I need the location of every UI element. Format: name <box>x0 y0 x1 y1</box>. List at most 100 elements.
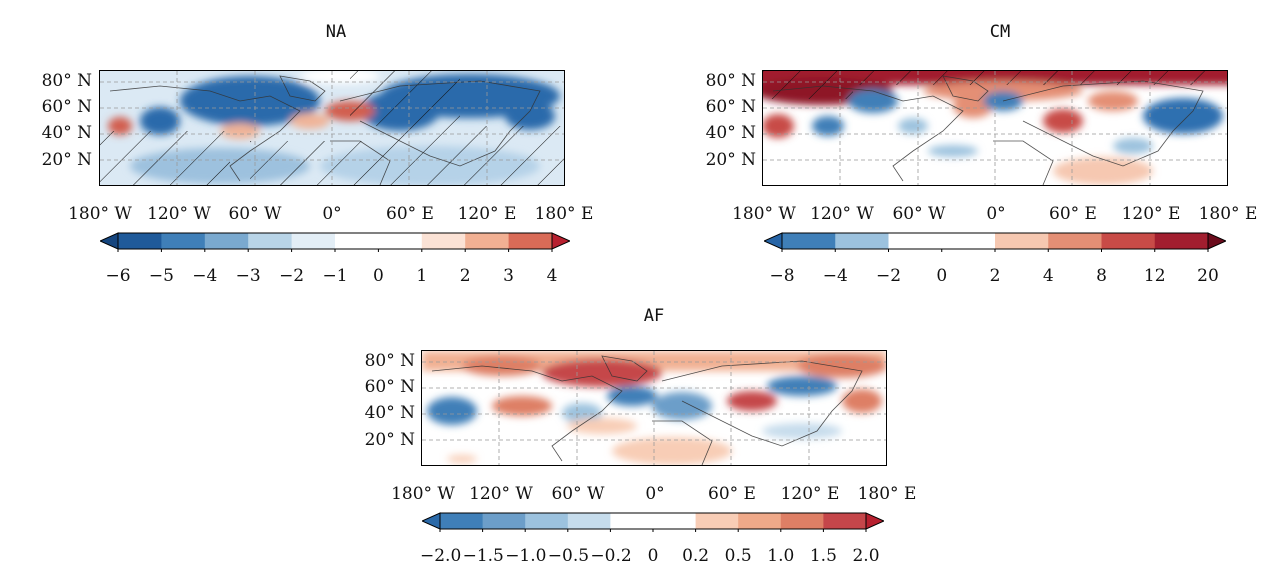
lat-label: 60° N <box>705 97 756 117</box>
colorbar-tick-label: 0 <box>372 266 384 286</box>
lat-label: 40° N <box>364 403 415 423</box>
colorbar-segment <box>378 233 423 249</box>
colorbar-cm <box>764 232 1226 252</box>
colorbar-tick-label: 20 <box>1197 266 1219 286</box>
lat-label: 80° N <box>41 71 92 91</box>
colorbar-segment <box>780 513 824 529</box>
colorbar-tick-label: 1.5 <box>809 546 837 566</box>
panel-title: AF <box>643 306 665 326</box>
lon-label: 120° W <box>147 204 211 224</box>
colorbar-tick-label: −4 <box>192 266 218 286</box>
colorbar-segment <box>118 233 162 249</box>
colorbar-tick-label: −1.5 <box>462 546 504 566</box>
colorbar-tick-label: −1.0 <box>505 546 547 566</box>
colorbar-segment <box>421 233 466 249</box>
colorbar-tick-label: 2 <box>459 266 471 286</box>
colorbar-tick-label: −1 <box>322 266 348 286</box>
lon-label: 180° W <box>68 204 132 224</box>
colorbar-segment <box>508 233 553 249</box>
lon-label: 180° E <box>857 484 917 504</box>
colorbar-ticklabels: −6 −5 −4 −3 −2 −1 0 1 2 3 4 <box>0 266 640 288</box>
colorbar-segment <box>835 233 889 249</box>
colorbar-segment <box>248 233 293 249</box>
colorbar-segment <box>995 233 1049 249</box>
panel-na: NA 80° N 60° N 40° N 20° N <box>0 0 640 300</box>
lon-label: 120° E <box>780 484 840 504</box>
colorbar-tick-label: −8 <box>769 266 795 286</box>
colorbar-tick-label: 1.0 <box>767 546 795 566</box>
colorbar-ticklabels: −8 −4 −2 0 2 4 8 12 20 <box>0 266 1273 288</box>
lon-label: 60° W <box>892 204 946 224</box>
colorbar-tick-label: −2 <box>279 266 305 286</box>
colorbar-segment <box>695 513 739 529</box>
colorbar-tick-label: −2.0 <box>420 546 462 566</box>
colorbar-tick-label: 0 <box>647 546 659 566</box>
colorbar-segment <box>204 233 249 249</box>
colorbar-segment <box>653 513 697 529</box>
colorbar-segment <box>335 233 379 249</box>
colorbar-segment <box>525 513 569 529</box>
colorbar-tick-label: −6 <box>105 266 131 286</box>
panel-cm: CM 80° N 60° N 40° N 20° N <box>0 22 1273 288</box>
colorbar-segment <box>1154 233 1209 249</box>
lat-label: 20° N <box>41 150 92 170</box>
map-cm <box>762 70 1228 186</box>
colorbar-tick-label: 1 <box>416 266 428 286</box>
colorbar-segment <box>440 513 484 529</box>
colorbar-segment <box>567 513 611 529</box>
lat-label: 40° N <box>705 123 756 143</box>
colorbar-tick-label: 0.2 <box>682 546 710 566</box>
colorbar-tick-label: −4 <box>822 266 848 286</box>
colorbar-tick-label: 12 <box>1143 266 1166 286</box>
lon-label: 60° E <box>708 484 756 504</box>
lat-label: 20° N <box>705 150 756 170</box>
colorbar-tick-label: 0 <box>936 266 948 286</box>
colorbar-segment <box>888 233 943 249</box>
lon-label: 60° E <box>386 204 434 224</box>
lon-label: 0° <box>645 484 665 504</box>
lon-label: 180° W <box>391 484 455 504</box>
colorbar-segment <box>1101 233 1156 249</box>
colorbar-tick-label: −5 <box>148 266 174 286</box>
colorbar-tick-label: 2.0 <box>852 546 880 566</box>
colorbar-tick-label: 0.5 <box>724 546 752 566</box>
colorbar-segment <box>610 513 654 529</box>
colorbar-tick-label: 8 <box>1096 266 1107 286</box>
colorbar-segment <box>465 233 510 249</box>
lon-label: 120° E <box>457 204 517 224</box>
lon-label: 0° <box>986 204 1006 224</box>
colorbar-segment <box>738 513 782 529</box>
colorbar-tick-label: −0.5 <box>547 546 590 566</box>
lat-label: 80° N <box>364 351 415 371</box>
lat-label: 60° N <box>41 97 92 117</box>
map-af <box>421 350 887 466</box>
panel-title: CM <box>989 22 1011 42</box>
colorbar-segment <box>782 233 836 249</box>
colorbar-na <box>100 232 570 252</box>
colorbar-segment <box>823 513 867 529</box>
lon-label: 120° W <box>469 484 533 504</box>
colorbar-extend-high <box>865 512 884 530</box>
lat-label: 80° N <box>705 71 756 91</box>
lon-label: 60° W <box>228 204 282 224</box>
lon-label: 180° E <box>1198 204 1258 224</box>
panel-title: NA <box>325 22 347 42</box>
lat-label: 20° N <box>364 430 415 450</box>
colorbar-segment <box>161 233 206 249</box>
colorbar-af <box>422 512 884 532</box>
colorbar-tick-label: −3 <box>235 266 261 286</box>
colorbar-tick-label: 2 <box>989 266 1001 286</box>
lon-label: 60° W <box>551 484 605 504</box>
colorbar-tick-label: 4 <box>546 266 558 286</box>
colorbar-tick-label: 3 <box>503 266 514 286</box>
colorbar-segment <box>1048 233 1102 249</box>
colorbar-ticklabels: −2.0 −1.5 −1.0 −0.5 −0.2 0 0.2 0.5 1.0 1.5 2.0 <box>0 546 1273 568</box>
colorbar-tick-label: 4 <box>1042 266 1054 286</box>
lat-label: 40° N <box>41 123 92 143</box>
lon-label: 180° E <box>534 204 594 224</box>
lon-label: 120° W <box>810 204 874 224</box>
colorbar-extend-low <box>422 512 441 530</box>
map-na <box>99 70 565 186</box>
colorbar-segment <box>291 233 336 249</box>
